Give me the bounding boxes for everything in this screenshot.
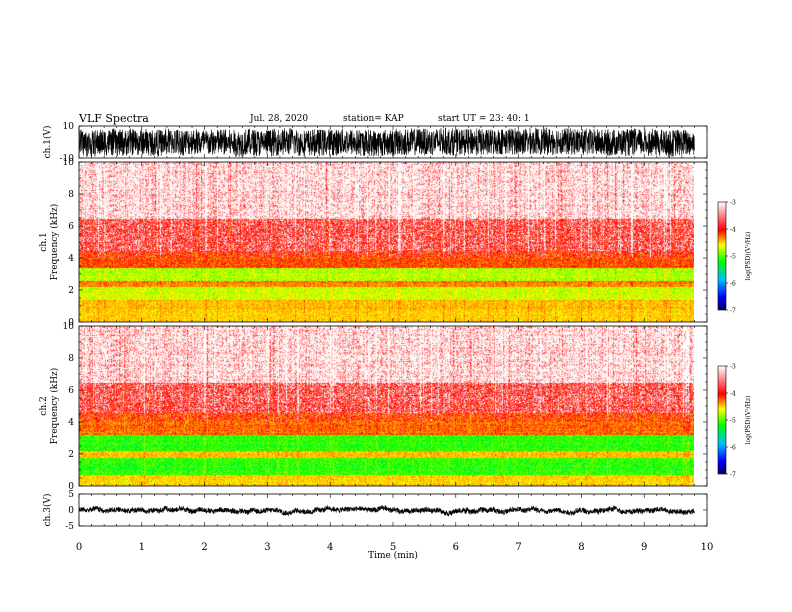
date-label: Jul. 28, 2020 [250, 114, 309, 124]
y-tick-label: 10 [63, 322, 75, 332]
y-tick-label: 4 [68, 254, 74, 264]
x-tick-label: 5 [390, 542, 396, 553]
y-axis-label: Frequency (kHz) [49, 204, 60, 281]
y-tick-label: 10 [63, 122, 75, 132]
colorbar-tick-label: -4 [730, 391, 736, 398]
station-label: station= KAP [343, 114, 404, 124]
y-tick-label: 10 [63, 158, 75, 168]
y-tick-label: 2 [68, 286, 74, 296]
waveform-ch1 [79, 127, 695, 158]
colorbar-tick-label: -6 [730, 445, 736, 452]
colorbar-tick-label: -3 [730, 200, 736, 207]
start-time-label: start UT = 23: 40: 1 [438, 114, 530, 124]
x-tick-label: 9 [641, 542, 647, 553]
x-axis-label: Time (min) [368, 550, 418, 561]
x-tick-label: 2 [201, 542, 207, 553]
x-tick-label: 0 [76, 542, 82, 553]
y-tick-label: 0 [68, 482, 74, 492]
x-tick-label: 8 [578, 542, 584, 553]
y-axis-label: ch.1(V) [42, 126, 53, 159]
colorbar-tick-label: -5 [730, 254, 736, 261]
y-axis-label: ch.3(V) [42, 494, 53, 527]
x-tick-label: 6 [453, 542, 459, 553]
waveform-ch3 [79, 504, 695, 517]
colorbar-label: log(PSD)(V²/Hz) [745, 396, 752, 445]
y-tick-label: 2 [68, 450, 74, 460]
spectrogram-ch2 [79, 326, 694, 486]
colorbar-tick-label: -7 [730, 308, 736, 315]
colorbar-tick-label: -5 [730, 418, 736, 425]
y-tick-label: 8 [68, 354, 74, 364]
x-tick-label: 4 [327, 542, 333, 553]
y-tick-label: 6 [68, 386, 74, 396]
y-tick-label: 5 [68, 490, 74, 500]
colorbar-tick-label: -3 [730, 364, 736, 371]
x-tick-label: 3 [264, 542, 270, 553]
colorbar-tick-label: -7 [730, 472, 736, 479]
colorbar-ch1 [717, 201, 727, 311]
colorbar-tick-label: -4 [730, 227, 736, 234]
y-tick-label: -10 [60, 154, 75, 164]
colorbar-label: log(PSD)(V²/Hz) [745, 232, 752, 281]
y-tick-label: 0 [68, 318, 74, 328]
y-axis-label-channel: ch.1 [39, 232, 49, 251]
colorbar-ch2 [717, 365, 727, 475]
y-tick-label: 8 [68, 190, 74, 200]
y-tick-label: 6 [68, 222, 74, 232]
chart-title: VLF Spectra [79, 112, 149, 125]
x-tick-label: 10 [701, 542, 714, 553]
x-tick-label: 1 [139, 542, 145, 553]
x-tick-label: 7 [515, 542, 521, 553]
y-tick-label: 4 [68, 418, 74, 428]
colorbar-tick-label: -6 [730, 281, 736, 288]
spectrogram-ch1 [79, 162, 694, 322]
y-axis-label: Frequency (kHz) [49, 368, 60, 445]
y-axis-label-channel: ch.2 [39, 396, 49, 415]
y-tick-label: -5 [65, 522, 74, 532]
y-tick-label: 0 [68, 506, 74, 516]
